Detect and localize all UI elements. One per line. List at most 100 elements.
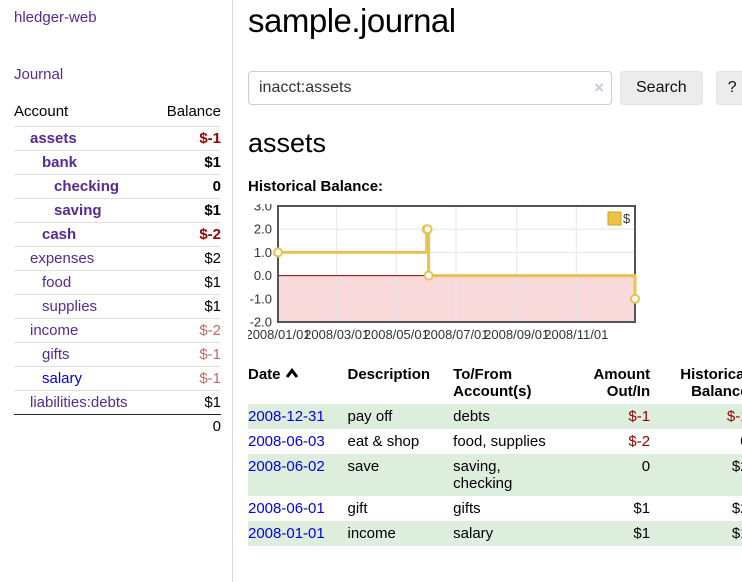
account-row: liabilities:debts $1	[14, 390, 221, 415]
account-balance: $1	[154, 270, 221, 295]
transaction-balance: $2	[650, 454, 742, 496]
transaction-accounts: food, supplies	[453, 433, 546, 450]
svg-text:2008/07/01: 2008/07/01	[423, 327, 488, 342]
account-link[interactable]: saving	[54, 202, 102, 219]
svg-text:2008/11/01: 2008/11/01	[544, 327, 608, 342]
account-title: assets	[248, 128, 327, 158]
account-row: income $-2	[14, 318, 221, 343]
account-balance: $-1	[154, 126, 221, 151]
transaction-date-link[interactable]: 2008-06-01	[248, 500, 325, 517]
account-balance: $-1	[154, 342, 221, 367]
account-link[interactable]: income	[30, 322, 79, 339]
account-link[interactable]: gifts	[42, 346, 70, 363]
account-row: supplies $1	[14, 294, 221, 319]
register-header-accounts: To/From Account(s)	[453, 366, 532, 400]
register-header-balance: Historical Balance	[680, 366, 742, 400]
account-row: salary $-1	[14, 366, 221, 391]
transaction-amount: $-1	[555, 404, 651, 429]
account-link[interactable]: salary	[42, 370, 83, 387]
chart-svg: $3.0 2.0 1.0 0.0 -1.0 -2.02008/01/012008/03/0…	[245, 199, 640, 342]
account-row: expenses $2	[14, 246, 221, 271]
account-balance: 0	[154, 174, 221, 199]
svg-text:-1.0: -1.0	[250, 291, 272, 306]
register-header-description: Description	[347, 366, 431, 383]
account-row: checking 0	[14, 174, 221, 199]
account-link[interactable]: supplies	[42, 298, 98, 315]
account-row: bank $1	[14, 150, 221, 175]
clear-search-icon[interactable]: ×	[594, 78, 604, 97]
svg-text:1.0: 1.0	[254, 245, 272, 260]
account-balance: $1	[154, 198, 221, 223]
transaction-amount: $1	[555, 521, 651, 546]
svg-text:2008/03/01: 2008/03/01	[304, 327, 369, 342]
transaction-date-link[interactable]: 2008-12-31	[248, 408, 325, 425]
svg-text:2008/09/01: 2008/09/01	[484, 327, 549, 342]
accounts-total-row: 0	[14, 414, 221, 438]
svg-text:3.0: 3.0	[254, 204, 272, 214]
svg-text:0.0: 0.0	[254, 268, 272, 283]
transaction-accounts: gifts	[453, 500, 481, 517]
account-link[interactable]: expenses	[30, 250, 95, 267]
transaction-description: income	[347, 521, 454, 546]
svg-text:$: $	[623, 211, 631, 226]
account-balance: $1	[154, 150, 221, 175]
svg-text:-2.0: -2.0	[250, 315, 272, 330]
account-link[interactable]: cash	[42, 226, 77, 243]
sidebar-item-journal[interactable]: Journal	[14, 66, 64, 83]
transaction-amount: $-2	[628, 433, 651, 450]
page-title: sample.journal	[248, 2, 456, 39]
account-link[interactable]: assets	[30, 130, 77, 147]
svg-text:2008/01/01: 2008/01/01	[248, 327, 311, 342]
transaction-balance: $1	[650, 521, 742, 546]
search-input[interactable]	[248, 71, 612, 105]
account-link[interactable]: checking	[54, 178, 120, 195]
account-row: gifts $-1	[14, 342, 221, 367]
transaction-description: pay off	[347, 404, 454, 429]
transaction-accounts: saving, checking	[453, 454, 556, 496]
account-balance: $1	[154, 294, 221, 319]
account-balance: $-2	[154, 222, 221, 247]
transaction-amount: 0	[555, 454, 651, 496]
account-link[interactable]: food	[42, 274, 72, 291]
search-form: × Search ?	[248, 71, 742, 105]
transaction-amount: $1	[633, 500, 651, 517]
transaction-row: 2008-06-03 eat & shop food, supplies $-20	[248, 429, 742, 454]
account-link[interactable]: bank	[42, 154, 78, 171]
transaction-date-link[interactable]: 2008-01-01	[248, 525, 325, 542]
account-balance: $-2	[154, 318, 221, 343]
transaction-date-link[interactable]: 2008-06-02	[248, 458, 325, 475]
search-button[interactable]: Search	[620, 71, 703, 105]
account-row: food $1	[14, 270, 221, 295]
account-row: saving $1	[14, 198, 221, 223]
main-content: sample.journal × Search ? assets Histori…	[233, 0, 742, 582]
help-button[interactable]: ?	[715, 71, 742, 105]
account-row: assets $-1	[14, 126, 221, 151]
transaction-balance: $2	[731, 500, 742, 517]
transaction-description: eat & shop	[347, 433, 420, 450]
transaction-row: 2008-06-01 gift gifts $1 $2	[248, 496, 742, 521]
transaction-description: save	[347, 454, 454, 496]
sidebar: hledger-web Journal Account Balance asse…	[0, 0, 233, 582]
accounts-header-account: Account	[14, 103, 69, 120]
transaction-accounts: salary	[453, 521, 556, 546]
accounts-header-balance: Balance	[166, 103, 221, 120]
brand-link[interactable]: hledger-web	[14, 9, 97, 26]
account-balance: $1	[154, 390, 221, 415]
transaction-accounts: debts	[453, 404, 556, 429]
transaction-date-link[interactable]: 2008-06-03	[248, 433, 325, 450]
register-header-amount: Amount Out/In	[593, 366, 651, 400]
svg-text:2.0: 2.0	[254, 222, 272, 237]
chart-label: Historical Balance:	[248, 178, 384, 195]
historical-balance-chart: $3.0 2.0 1.0 0.0 -1.0 -2.0 2008/01/01 2008/03/0…	[245, 199, 742, 350]
accounts-total: 0	[154, 414, 221, 438]
svg-text:2008/05/01: 2008/05/01	[364, 327, 429, 342]
transaction-balance: $-1	[650, 404, 742, 429]
register-header-date[interactable]: Date	[248, 364, 348, 404]
account-balance: $2	[154, 246, 221, 271]
transaction-description: gift	[347, 500, 368, 517]
account-link[interactable]: liabilities:debts	[30, 394, 128, 411]
